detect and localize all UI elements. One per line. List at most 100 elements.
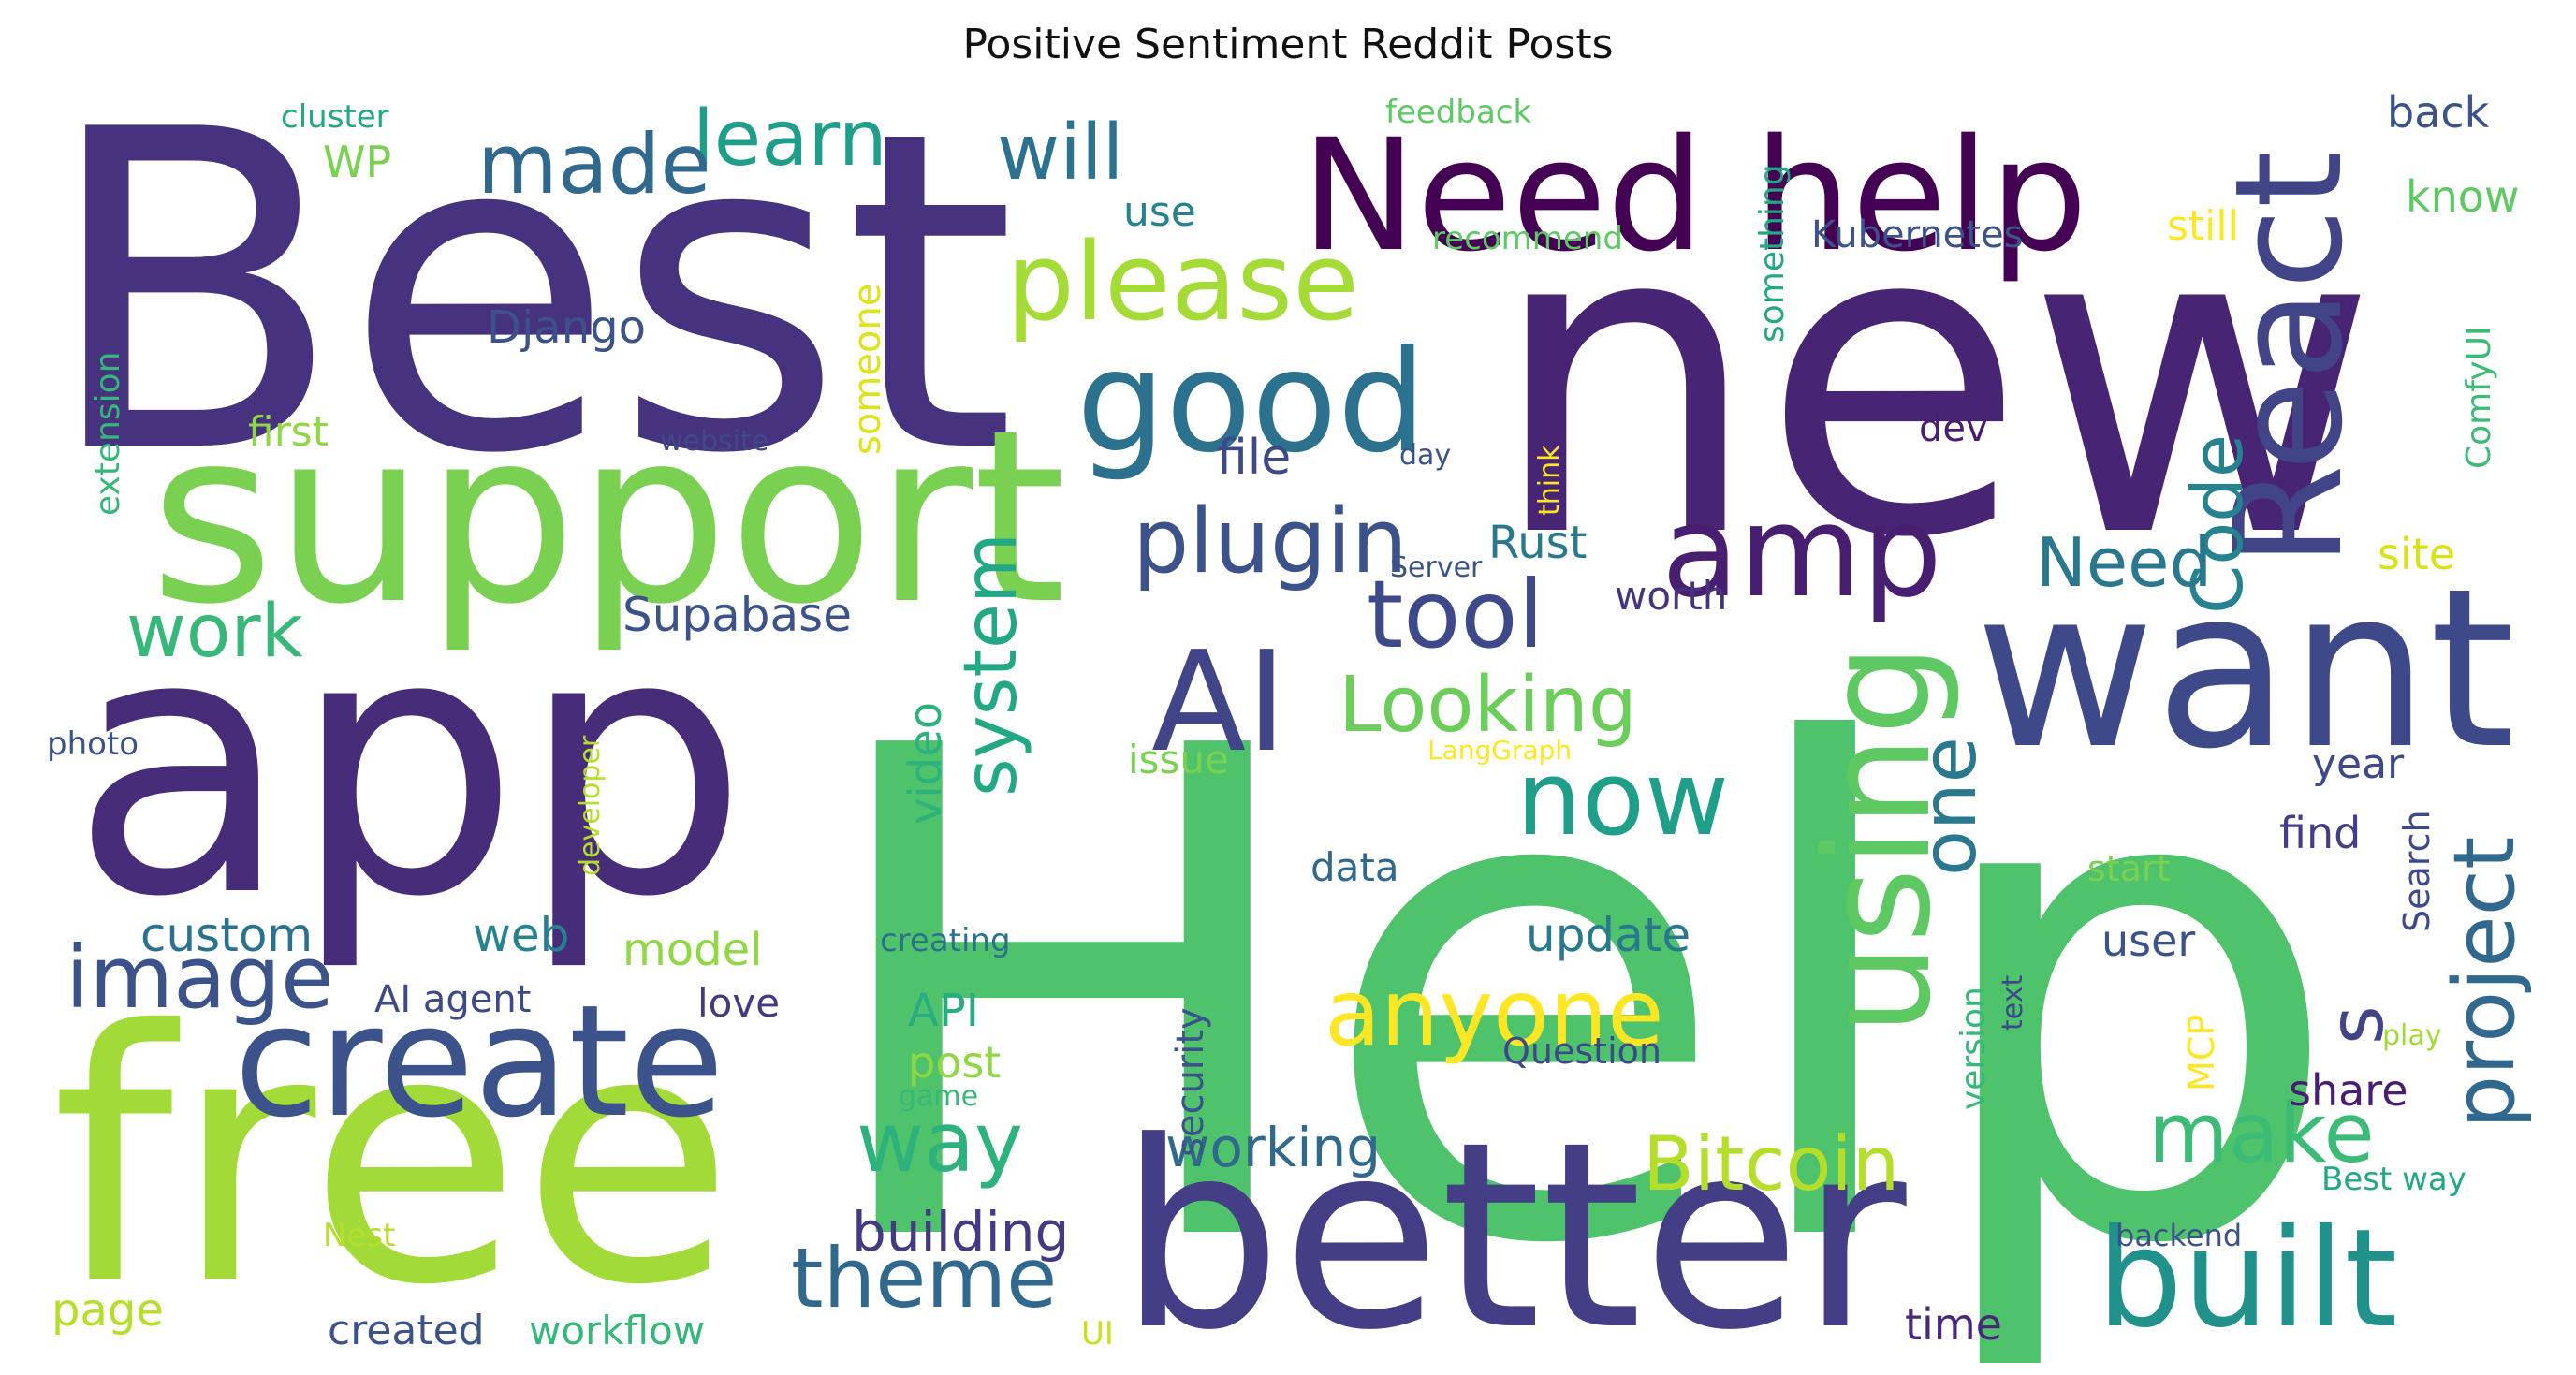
word-tool: tool xyxy=(1367,560,1544,669)
word-bitcoin: Bitcoin xyxy=(1643,1120,1899,1207)
word-amp: amp xyxy=(1661,478,1942,625)
word-api: API xyxy=(908,985,979,1037)
word-search: Search xyxy=(2396,810,2437,932)
word-now: now xyxy=(1516,739,1729,858)
word-want: want xyxy=(1975,542,2515,797)
word-s: s xyxy=(2313,1005,2400,1045)
word-help: Help xyxy=(810,607,2346,1363)
word-first: first xyxy=(248,408,329,456)
word-ai: AI xyxy=(1151,622,1287,783)
word-supabase: Supabase xyxy=(622,588,852,642)
word-please: please xyxy=(1006,220,1359,345)
word-best-way: Best way xyxy=(2321,1161,2466,1198)
word-anyone: anyone xyxy=(1325,960,1664,1067)
word-back: back xyxy=(2387,90,2490,138)
word-made: made xyxy=(477,116,711,212)
word-play: play xyxy=(2382,1019,2442,1052)
figure-title: Positive Sentiment Reddit Posts xyxy=(962,21,1614,68)
word-backend: backend xyxy=(2115,1218,2242,1253)
word-custom: custom xyxy=(140,908,313,962)
word-server: Server xyxy=(1390,551,1483,584)
word-creating: creating xyxy=(880,922,1011,959)
word-site: site xyxy=(2378,529,2455,579)
word-day: day xyxy=(1399,439,1451,472)
word-extension: extension xyxy=(89,352,127,517)
word-code: Code xyxy=(2176,434,2259,614)
word-post: post xyxy=(908,1037,1001,1088)
word-created: created xyxy=(328,1307,485,1354)
word-text: text xyxy=(1997,975,2029,1031)
word-image: image xyxy=(66,928,334,1028)
word-working: working xyxy=(1165,1116,1381,1179)
word-someone: someone xyxy=(846,284,889,455)
word-free: free xyxy=(51,958,735,1361)
word-something: something xyxy=(1753,164,1792,343)
word-plugin: plugin xyxy=(1133,490,1408,593)
word-app: app xyxy=(70,556,749,975)
word-create: create xyxy=(234,972,724,1151)
word-developer: developer xyxy=(574,735,607,876)
word-recommend: recommend xyxy=(1432,220,1623,257)
word-need-help: Need help xyxy=(1301,106,2087,285)
word-start: start xyxy=(2087,848,2171,889)
word-know: know xyxy=(2406,171,2520,222)
word-love: love xyxy=(697,980,780,1026)
word-react: React xyxy=(2203,150,2376,567)
word-best: Best xyxy=(42,90,1017,549)
word-find: find xyxy=(2279,808,2361,858)
word-django: Django xyxy=(487,301,646,354)
word-support: support xyxy=(150,379,1066,657)
word-rust: Rust xyxy=(1488,517,1587,569)
word-think: think xyxy=(1533,445,1566,516)
word-system: system xyxy=(949,533,1033,797)
word-issue: issue xyxy=(1128,737,1229,783)
word-project: project xyxy=(2436,837,2532,1129)
word-worth: worth xyxy=(1615,573,1727,619)
word-still: still xyxy=(2167,202,2239,250)
word-way: way xyxy=(856,1094,1023,1191)
word-time: time xyxy=(1905,1299,2002,1350)
word-security: security xyxy=(1169,1007,1212,1157)
word-dev: dev xyxy=(1919,407,1988,450)
word-model: model xyxy=(622,924,762,976)
word-nest: Nest xyxy=(323,1217,395,1254)
word-feedback: feedback xyxy=(1385,94,1531,131)
word-comfyui: ComfyUI xyxy=(2460,326,2498,469)
word-learn: learn xyxy=(693,95,887,183)
word-page: page xyxy=(51,1284,164,1337)
word-file: file xyxy=(1217,430,1291,486)
word-wp: WP xyxy=(323,137,391,187)
word-using: using xyxy=(1793,643,1963,1035)
word-website: website xyxy=(660,425,768,458)
word-year: year xyxy=(2312,740,2405,788)
word-mcp: MCP xyxy=(2181,1015,2222,1091)
word-use: use xyxy=(1123,188,1196,236)
word-video: video xyxy=(900,702,952,825)
word-make: make xyxy=(2148,1085,2375,1181)
word-good: good xyxy=(1076,321,1427,484)
word-need: Need xyxy=(2036,523,2212,602)
word-web: web xyxy=(473,908,569,962)
word-user: user xyxy=(2101,915,2195,966)
word-workflow: workflow xyxy=(529,1308,705,1353)
word-ui: UI xyxy=(1081,1315,1114,1353)
word-update: update xyxy=(1526,908,1690,962)
word-looking: Looking xyxy=(1339,661,1637,750)
word-building: building xyxy=(852,1200,1069,1264)
word-question: Question xyxy=(1502,1031,1661,1072)
word-photo: photo xyxy=(47,725,139,763)
word-theme: theme xyxy=(791,1230,1057,1326)
word-kubernetes: Kubernetes xyxy=(1811,213,2023,256)
word-built: built xyxy=(2097,1200,2397,1358)
word-cluster: cluster xyxy=(281,98,389,136)
word-share: share xyxy=(2289,1065,2408,1116)
word-new: new xyxy=(1488,131,2378,632)
word-one: one xyxy=(1906,737,1993,876)
word-work: work xyxy=(126,590,303,674)
word-ai-agent: AI agent xyxy=(374,978,531,1021)
word-version: version xyxy=(1954,987,1993,1110)
word-data: data xyxy=(1310,844,1399,890)
word-will: will xyxy=(997,109,1123,197)
